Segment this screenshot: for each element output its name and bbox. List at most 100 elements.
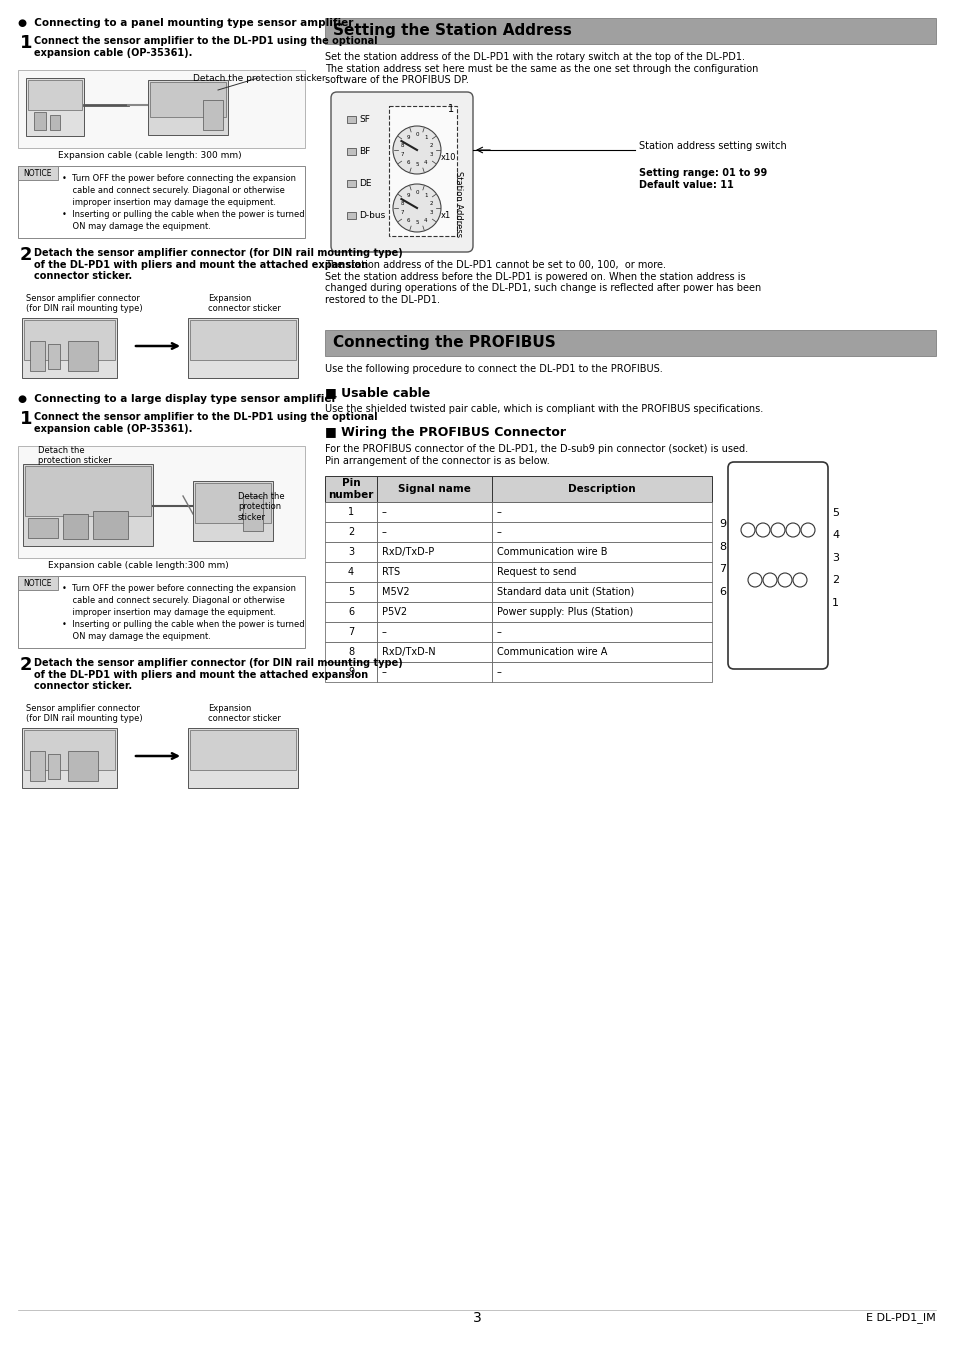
Bar — [63, 514, 88, 539]
Text: –: – — [381, 526, 387, 537]
Bar — [194, 483, 271, 522]
Text: Detach the protection sticker: Detach the protection sticker — [193, 74, 325, 82]
Text: 1: 1 — [447, 104, 454, 113]
Bar — [188, 728, 297, 788]
Bar — [325, 502, 376, 522]
Text: ■ Wiring the PROFIBUS Connector: ■ Wiring the PROFIBUS Connector — [325, 427, 565, 439]
Bar — [18, 166, 305, 238]
Text: •  Inserting or pulling the cable when the power is turned: • Inserting or pulling the cable when th… — [62, 620, 304, 629]
Text: 7: 7 — [348, 626, 354, 637]
Text: 9: 9 — [406, 135, 410, 140]
Text: RxD/TxD-N: RxD/TxD-N — [381, 647, 436, 657]
Bar — [376, 562, 492, 582]
Bar — [203, 100, 223, 130]
Text: –: – — [497, 526, 501, 537]
Bar — [376, 502, 492, 522]
Bar — [25, 466, 151, 516]
Text: 8: 8 — [400, 201, 404, 205]
Bar — [325, 562, 376, 582]
Bar — [325, 602, 376, 622]
Text: 4: 4 — [348, 567, 354, 576]
Bar — [18, 446, 305, 558]
Text: x1: x1 — [440, 212, 451, 220]
FancyBboxPatch shape — [727, 462, 827, 670]
Text: ■ Usable cable: ■ Usable cable — [325, 386, 430, 400]
Text: 3: 3 — [472, 1311, 481, 1324]
Text: 2: 2 — [348, 526, 354, 537]
Text: ●  Connecting to a panel mounting type sensor amplifier: ● Connecting to a panel mounting type se… — [18, 18, 353, 28]
Text: 2: 2 — [831, 575, 839, 585]
Text: NOTICE: NOTICE — [24, 169, 52, 177]
Text: 0: 0 — [415, 132, 418, 138]
Text: cable and connect securely. Diagonal or otherwise: cable and connect securely. Diagonal or … — [62, 186, 285, 194]
Bar — [148, 80, 228, 135]
Text: Detach the
protection
sticker: Detach the protection sticker — [237, 491, 284, 522]
Bar — [325, 18, 935, 45]
Text: cable and connect securely. Diagonal or otherwise: cable and connect securely. Diagonal or … — [62, 595, 285, 605]
Text: 6: 6 — [406, 159, 410, 165]
Bar — [376, 602, 492, 622]
Text: 7: 7 — [400, 153, 404, 157]
Text: M5V2: M5V2 — [381, 587, 409, 597]
Text: 1: 1 — [20, 410, 32, 428]
Text: NOTICE: NOTICE — [24, 579, 52, 587]
Text: •  Turn OFF the power before connecting the expansion: • Turn OFF the power before connecting t… — [62, 174, 295, 184]
Text: 7: 7 — [719, 564, 725, 574]
Text: Use the following procedure to connect the DL-PD1 to the PROFIBUS.: Use the following procedure to connect t… — [325, 364, 662, 374]
Text: •  Turn OFF the power before connecting the expansion: • Turn OFF the power before connecting t… — [62, 585, 295, 593]
Bar — [376, 643, 492, 662]
Text: –: – — [497, 667, 501, 676]
Text: 3: 3 — [831, 554, 838, 563]
Text: 9: 9 — [348, 667, 354, 676]
Bar — [24, 730, 115, 769]
Bar — [24, 320, 115, 360]
Bar — [376, 622, 492, 643]
Text: 5: 5 — [348, 587, 354, 597]
Bar — [325, 643, 376, 662]
Bar — [492, 582, 711, 602]
Text: Communication wire A: Communication wire A — [497, 647, 607, 657]
Bar — [190, 320, 295, 360]
Text: improper insertion may damage the equipment.: improper insertion may damage the equipm… — [62, 198, 275, 207]
Bar — [28, 80, 82, 109]
Text: Expansion
connector sticker: Expansion connector sticker — [208, 294, 280, 313]
Bar — [18, 70, 305, 148]
Bar — [18, 576, 305, 648]
Text: Use the shielded twisted pair cable, which is compliant with the PROFIBUS specif: Use the shielded twisted pair cable, whi… — [325, 404, 762, 414]
Text: Signal name: Signal name — [397, 485, 471, 494]
Text: Request to send: Request to send — [497, 567, 576, 576]
Text: 3: 3 — [348, 547, 354, 558]
Text: E DL-PD1_IM: E DL-PD1_IM — [865, 1312, 935, 1323]
Text: –: – — [497, 626, 501, 637]
Text: ON may damage the equipment.: ON may damage the equipment. — [62, 221, 211, 231]
Text: 9: 9 — [406, 193, 410, 198]
Text: Connect the sensor amplifier to the DL-PD1 using the optional
expansion cable (O: Connect the sensor amplifier to the DL-P… — [34, 36, 377, 58]
Circle shape — [792, 572, 806, 587]
Text: RTS: RTS — [381, 567, 399, 576]
Text: 1: 1 — [424, 193, 427, 198]
Text: 4: 4 — [424, 217, 427, 223]
Text: 1: 1 — [424, 135, 427, 140]
Bar — [188, 319, 297, 378]
Bar — [22, 728, 117, 788]
Text: ON may damage the equipment.: ON may damage the equipment. — [62, 632, 211, 641]
Text: ●  Connecting to a large display type sensor amplifier: ● Connecting to a large display type sen… — [18, 394, 336, 404]
Circle shape — [770, 522, 784, 537]
Bar — [376, 662, 492, 682]
Bar — [22, 319, 117, 378]
Text: Connecting the PROFIBUS: Connecting the PROFIBUS — [333, 336, 556, 351]
Circle shape — [393, 184, 440, 232]
Text: Station address setting switch: Station address setting switch — [639, 140, 786, 151]
Bar — [347, 180, 355, 188]
Text: SF: SF — [358, 115, 370, 124]
Circle shape — [801, 522, 814, 537]
Text: Station Address: Station Address — [454, 171, 463, 238]
Text: 2: 2 — [429, 201, 433, 205]
Text: 7: 7 — [400, 211, 404, 215]
Bar — [376, 477, 492, 502]
Bar — [389, 107, 456, 236]
Bar — [48, 755, 60, 779]
Bar — [243, 495, 263, 531]
Text: Description: Description — [568, 485, 635, 494]
Bar — [492, 662, 711, 682]
